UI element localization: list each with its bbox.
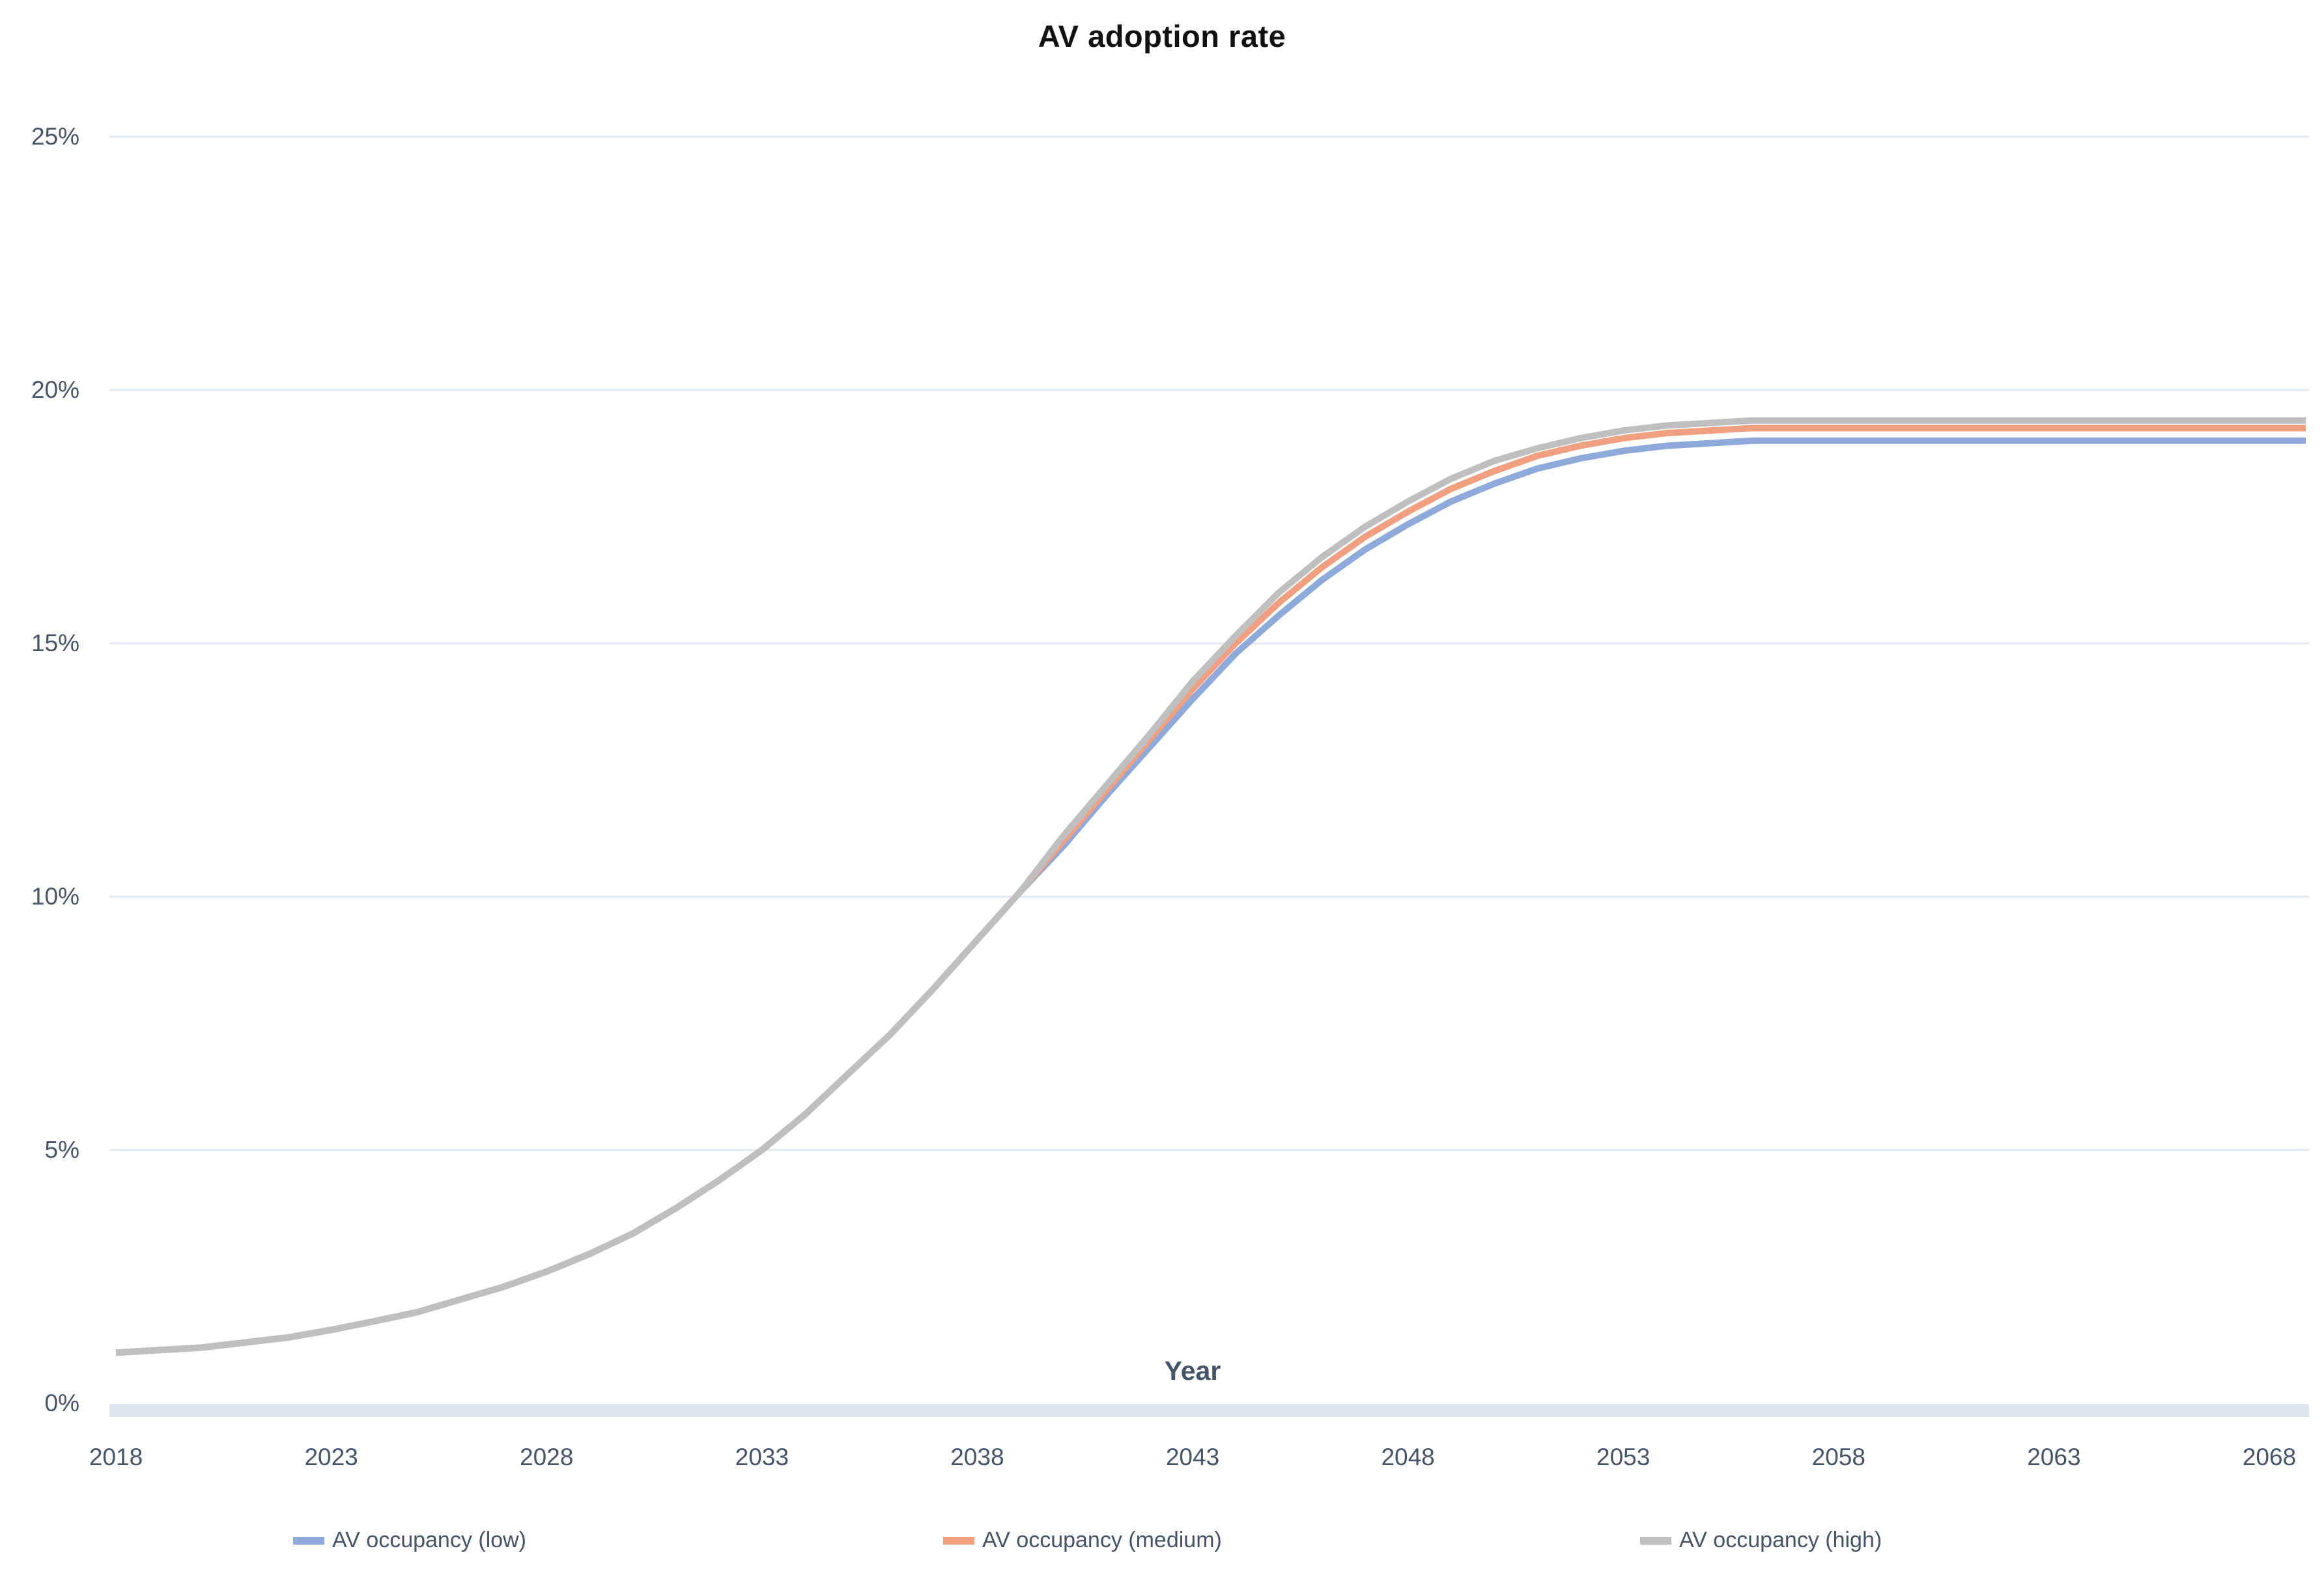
x-tick-label: 2028 <box>520 1444 574 1470</box>
legend-item-low: AV occupancy (low) <box>293 1528 526 1553</box>
y-tick-label: 0% <box>44 1390 79 1416</box>
x-tick-label: 2033 <box>735 1444 789 1470</box>
legend-label-high: AV occupancy (high) <box>1679 1528 1882 1552</box>
x-tick-label: 2068 <box>2242 1444 2297 1470</box>
y-tick-label: 25% <box>31 123 79 150</box>
y-tick-label: 15% <box>31 630 79 656</box>
series-line-medium <box>115 425 2306 1356</box>
chart-title: AV adoption rate <box>1038 19 1286 53</box>
y-tick-label: 20% <box>31 376 79 403</box>
x-tick-label: 2023 <box>304 1444 358 1470</box>
x-tick-label: 2038 <box>950 1444 1004 1470</box>
legend-swatch-high-icon <box>1640 1536 1671 1545</box>
x-tick-label: 2058 <box>1811 1444 1865 1470</box>
legend-item-high: AV occupancy (high) <box>1640 1528 1882 1553</box>
x-axis-line <box>109 1404 2309 1417</box>
x-tick-label: 2053 <box>1596 1444 1651 1470</box>
x-tick-label: 2048 <box>1381 1444 1435 1470</box>
legend-item-medium: AV occupancy (medium) <box>943 1528 1222 1553</box>
y-tick-label: 10% <box>31 883 79 910</box>
y-tick-label: 5% <box>44 1136 79 1163</box>
legend-swatch-low-icon <box>293 1536 324 1545</box>
gridlines <box>109 135 2309 1151</box>
legend-label-medium: AV occupancy (medium) <box>982 1528 1222 1552</box>
legend-label-low: AV occupancy (low) <box>332 1528 526 1552</box>
legend-swatch-medium-icon <box>943 1536 974 1545</box>
x-tick-label: 2063 <box>2027 1444 2081 1470</box>
series-lines <box>115 417 2306 1356</box>
x-axis-title: Year <box>1164 1356 1221 1386</box>
series-line-high <box>115 417 2306 1356</box>
x-tick-label: 2043 <box>1165 1444 1220 1470</box>
x-tick-label: 2018 <box>89 1444 143 1470</box>
